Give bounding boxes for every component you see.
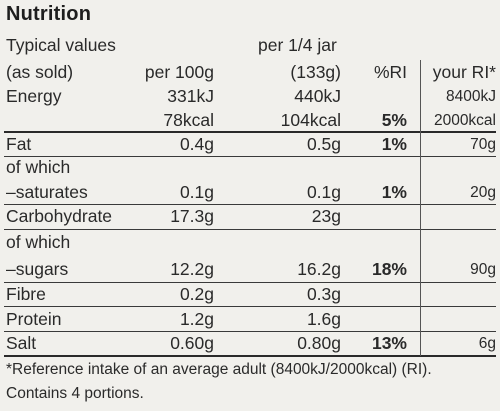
- fat-portion: 0.5g: [306, 134, 341, 154]
- row-divider: [4, 331, 496, 332]
- per-100g-heading: per 100g: [144, 62, 214, 82]
- fat-ri-percent: 1%: [381, 134, 407, 154]
- per-quarter-jar-heading: per 1/4 jar: [258, 35, 337, 55]
- salt-per100g: 0.60g: [170, 333, 214, 353]
- sugars-per100g: 12.2g: [170, 259, 214, 279]
- salt-ri-percent: 13%: [371, 333, 407, 353]
- energy-kj-ri: 8400kJ: [446, 88, 496, 105]
- sugars-ri: 90g: [470, 261, 496, 278]
- fat-label: Fat: [6, 134, 32, 154]
- salt-portion: 0.80g: [297, 333, 341, 353]
- ri-column-divider: [420, 60, 421, 356]
- your-ri-heading: your RI*: [432, 62, 496, 82]
- sugars-of-which: of which: [6, 232, 71, 252]
- as-sold-heading: (as sold): [6, 62, 74, 82]
- protein-portion: 1.6g: [306, 309, 341, 329]
- energy-kcal-per100g: 78kcal: [163, 110, 214, 130]
- salt-label: Salt: [6, 333, 37, 353]
- portion-size-heading: (133g): [290, 62, 341, 82]
- row-divider: [4, 282, 496, 283]
- protein-per100g: 1.2g: [179, 309, 214, 329]
- sugars-ri-percent: 18%: [371, 259, 407, 279]
- carbohydrate-per100g: 17.3g: [170, 206, 214, 226]
- ri-percent-heading: %RI: [373, 62, 407, 82]
- row-divider: [4, 229, 496, 230]
- saturates-ri: 20g: [470, 184, 496, 201]
- saturates-ri-percent: 1%: [381, 182, 407, 202]
- salt-ri: 6g: [478, 335, 496, 352]
- saturates-per100g: 0.1g: [179, 182, 214, 202]
- saturates-of-which: of which: [6, 157, 71, 177]
- sugars-portion: 16.2g: [297, 259, 341, 279]
- carbohydrate-portion: 23g: [311, 206, 341, 226]
- energy-kcal-portion: 104kcal: [280, 110, 341, 130]
- energy-label: Energy: [6, 86, 62, 106]
- fibre-label: Fibre: [6, 284, 46, 304]
- fat-per100g: 0.4g: [179, 134, 214, 154]
- protein-label: Protein: [6, 309, 62, 329]
- sugars-label: –sugars: [6, 259, 69, 279]
- portions-note: Contains 4 portions.: [6, 385, 144, 402]
- energy-kj-per100g: 331kJ: [167, 86, 214, 106]
- row-divider: [4, 156, 496, 157]
- row-divider: [4, 306, 496, 307]
- energy-kj-portion: 440kJ: [294, 86, 341, 106]
- fibre-per100g: 0.2g: [179, 284, 214, 304]
- footer-divider: [4, 355, 496, 357]
- row-divider: [4, 204, 496, 205]
- fat-ri: 70g: [470, 136, 496, 153]
- fibre-portion: 0.3g: [306, 284, 341, 304]
- reference-intake-footnote: *Reference intake of an average adult (8…: [6, 361, 432, 378]
- carbohydrate-label: Carbohydrate: [6, 206, 113, 226]
- typical-values-heading: Typical values: [6, 35, 116, 55]
- header-divider: [4, 131, 496, 133]
- nutrition-title: Nutrition: [6, 3, 92, 25]
- saturates-label: –saturates: [6, 182, 88, 202]
- energy-kcal-ri: 2000kcal: [433, 112, 496, 129]
- energy-ri-percent: 5%: [381, 110, 407, 130]
- saturates-portion: 0.1g: [306, 182, 341, 202]
